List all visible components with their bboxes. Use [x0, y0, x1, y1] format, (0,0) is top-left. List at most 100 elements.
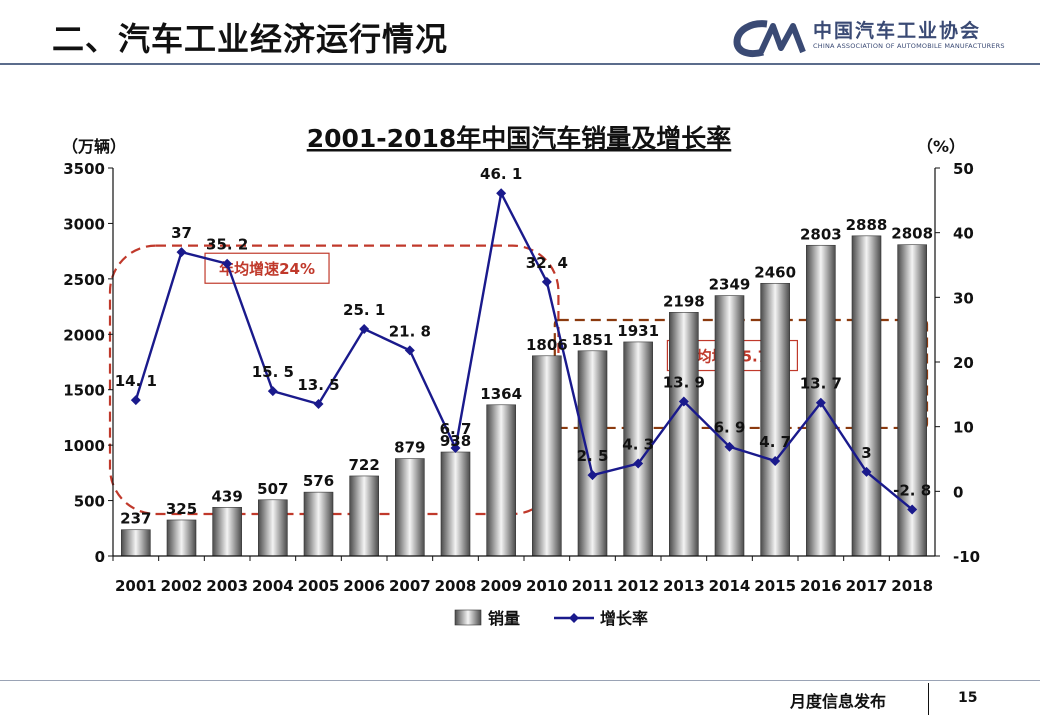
- x-tick-label: 2003: [206, 577, 248, 595]
- x-tick-label: 2008: [435, 577, 477, 595]
- footer-text: 月度信息发布: [790, 692, 887, 711]
- growth-value-label: 37: [171, 224, 192, 242]
- bar-sales-2013: [669, 312, 699, 557]
- bar-sales-2007: [395, 458, 425, 557]
- bar-value-label: 2808: [891, 225, 933, 243]
- logo-subtitle: CHINA ASSOCIATION OF AUTOMOBILE MANUFACT…: [813, 42, 1005, 50]
- cam-logo-icon: [733, 20, 806, 58]
- bar-sales-2008: [440, 451, 471, 557]
- bar-sales-2018: [897, 244, 927, 557]
- x-tick-label: 2005: [298, 577, 340, 595]
- bar-sales-2014: [714, 295, 745, 557]
- growth-rate-line: [134, 189, 913, 511]
- sales-growth-chart: 2001-2018年中国汽车销量及增长率 （万辆） （%） 年均增速24%年均增…: [62, 124, 980, 628]
- bar-value-label: 576: [303, 472, 334, 490]
- growth-point-2009: [496, 188, 507, 199]
- slide-title: 二、汽车工业经济运行情况: [52, 20, 449, 58]
- bar-value-label: 2803: [800, 225, 842, 243]
- bar-sales-2009: [486, 404, 516, 557]
- y-right-tick-label: 0: [953, 483, 963, 501]
- bar-sales-2005: [303, 491, 334, 557]
- bar-sales-2002: [166, 519, 197, 557]
- bar-value-label: 722: [349, 456, 380, 474]
- growth-point-2011: [587, 470, 598, 481]
- x-tick-label: 2013: [663, 577, 705, 595]
- bar-value-label: 325: [166, 500, 197, 518]
- legend-growth-label: 增长率: [600, 609, 648, 628]
- growth-value-label: 21. 8: [389, 322, 431, 340]
- bar-sales-2001: [121, 529, 151, 557]
- y-right-label: （%）: [917, 137, 965, 156]
- legend-sales-label: 销量: [488, 609, 520, 628]
- growth-value-label: 4. 3: [622, 436, 654, 454]
- growth-point-2002: [176, 247, 187, 258]
- growth-point-2005: [313, 399, 324, 410]
- bar-value-label: 507: [257, 480, 288, 498]
- growth-point-2017: [861, 466, 872, 477]
- x-tick-label: 2004: [252, 577, 294, 595]
- y-left-tick-label: 3000: [63, 215, 105, 233]
- growth-value-label: 6. 9: [714, 419, 746, 437]
- growth-value-label: 4. 7: [759, 433, 791, 451]
- x-tick-label: 2007: [389, 577, 431, 595]
- growth-point-2015: [770, 455, 781, 466]
- x-tick-label: 2017: [846, 577, 888, 595]
- growth-value-label: 46. 1: [480, 165, 522, 183]
- x-tick-label: 2009: [480, 577, 522, 595]
- bar-value-label: 879: [394, 439, 425, 457]
- x-tick-label: 2014: [709, 577, 751, 595]
- x-tick-label: 2010: [526, 577, 568, 595]
- legend-sales-swatch: [454, 609, 482, 626]
- y-left-tick-label: 0: [95, 548, 105, 566]
- logo: 中国汽车工业协会 CHINA ASSOCIATION OF AUTOMOBILE…: [733, 14, 1033, 60]
- growth-value-label: 15. 5: [252, 363, 294, 381]
- growth-point-2018: [907, 504, 918, 515]
- growth-value-label: 13. 5: [297, 376, 339, 394]
- y-left-tick-label: 2500: [63, 271, 105, 289]
- bar-sales-2017: [851, 235, 882, 557]
- growth-value-label: 3: [861, 444, 871, 462]
- x-tick-label: 2002: [161, 577, 203, 595]
- bar-sales-2015: [760, 282, 790, 557]
- bar-value-label: 439: [212, 487, 243, 505]
- y-left-tick-label: 1500: [63, 382, 105, 400]
- footer-separator: [928, 683, 929, 715]
- growth-value-label: 6. 7: [440, 420, 472, 438]
- bar-value-label: 1364: [480, 385, 522, 403]
- chart-title: 2001-2018年中国汽车销量及增长率: [307, 124, 732, 153]
- bar-sales-2011: [577, 350, 608, 557]
- growth-point-2014: [724, 441, 735, 452]
- x-tick-label: 2012: [617, 577, 659, 595]
- growth-point-2010: [541, 276, 552, 287]
- y-left-label: （万辆）: [62, 137, 126, 156]
- annotation-text-24: 年均增速24%: [219, 260, 315, 278]
- growth-point-2006: [359, 324, 370, 335]
- bar-value-label: 1931: [617, 322, 659, 340]
- growth-value-label: 2. 5: [577, 447, 609, 465]
- x-tick-label: 2011: [572, 577, 614, 595]
- logo-name: 中国汽车工业协会: [813, 20, 982, 42]
- growth-value-label: 14. 1: [115, 372, 157, 390]
- y-right-tick-label: 10: [953, 419, 974, 437]
- bar-value-label: 237: [120, 510, 151, 528]
- growth-point-2007: [404, 345, 415, 356]
- y-right-tick-label: 50: [953, 160, 974, 178]
- growth-value-label: 13. 9: [663, 373, 705, 391]
- bar-value-label: 1851: [572, 331, 614, 349]
- bar-value-label: 938: [440, 432, 471, 450]
- growth-value-label: 35. 2: [206, 236, 248, 254]
- bar-value-label: 2198: [663, 292, 705, 310]
- bar-sales-2006: [349, 475, 379, 557]
- growth-point-2008: [450, 443, 461, 454]
- bar-sales-2004: [258, 499, 288, 557]
- x-tick-label: 2001: [115, 577, 157, 595]
- growth-point-2013: [678, 396, 689, 407]
- y-right-tick-label: 40: [953, 225, 974, 243]
- y-right-tick-label: 20: [953, 354, 974, 372]
- bar-value-label: 2460: [754, 263, 796, 281]
- growth-point-2012: [633, 458, 644, 469]
- x-tick-label: 2006: [343, 577, 385, 595]
- title-divider: [0, 63, 1040, 65]
- legend-growth-marker: [569, 613, 579, 623]
- annotation-box-24: [204, 252, 330, 284]
